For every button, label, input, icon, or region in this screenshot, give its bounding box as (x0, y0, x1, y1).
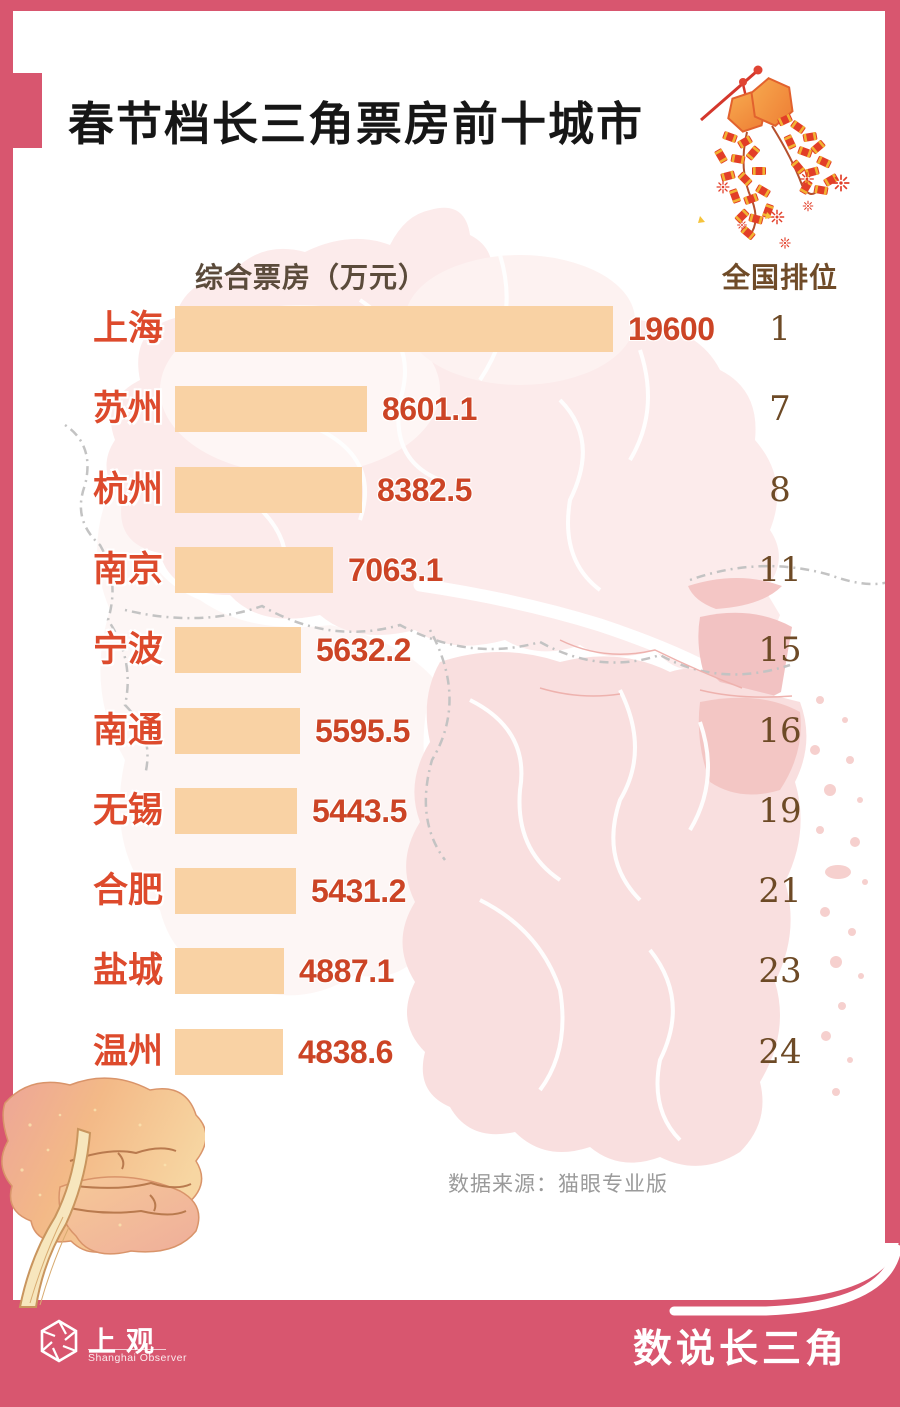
table-row: 杭州 8382.5 8 (0, 466, 900, 513)
city-label: 无锡 (92, 790, 163, 830)
map-islands (810, 696, 868, 1096)
map-hangzhou-bay (698, 697, 801, 795)
city-label: 盐城 (92, 951, 163, 991)
table-row: 宁波 5632.2 15 (0, 627, 900, 674)
page-title: 春节档长三角票房前十城市 (68, 98, 644, 150)
confetti (698, 212, 772, 223)
city-label: 南京 (92, 549, 163, 589)
rank-label: 7 (769, 389, 791, 430)
value-label: 5443.5 (312, 792, 407, 829)
value-label: 4887.1 (299, 953, 394, 990)
rank-label: 15 (758, 630, 802, 671)
table-row: 南通 5595.5 16 (0, 707, 900, 754)
city-label: 南通 (92, 710, 163, 750)
city-label: 合肥 (92, 871, 163, 911)
city-label: 宁波 (92, 630, 163, 670)
firecracker-string (771, 125, 819, 195)
value-bar (175, 627, 301, 674)
city-label: 杭州 (92, 469, 163, 509)
firecracker-hexagon (727, 77, 794, 133)
table-row: 盐城 4887.1 23 (0, 948, 900, 995)
value-label: 4838.6 (298, 1033, 393, 1070)
city-label: 上海 (92, 309, 163, 348)
tree-branches (61, 1147, 192, 1216)
value-column-header: 综合票房（万元） (195, 262, 428, 293)
firecracker-stick-tip (753, 65, 763, 75)
value-bar (175, 707, 300, 754)
table-row: 合肥 5431.2 21 (0, 868, 900, 915)
map-coastline (539, 639, 793, 698)
value-label: 5632.2 (316, 632, 411, 669)
value-label: 8601.1 (382, 391, 477, 428)
value-bar (175, 868, 296, 915)
map-province-borders (64, 423, 896, 861)
table-row: 上海 19600 1 (0, 306, 900, 352)
rank-column-header: 全国排位 (721, 262, 838, 293)
rank-label: 19 (758, 790, 802, 831)
value-label: 8382.5 (377, 471, 472, 508)
table-row: 温州 4838.6 24 (0, 1028, 900, 1075)
tree-illustration (1, 1077, 205, 1308)
value-bar (175, 1028, 283, 1075)
value-label: 5595.5 (315, 712, 410, 749)
table-row: 苏州 8601.1 7 (0, 386, 900, 433)
rank-label: 1 (769, 309, 791, 349)
rank-label: 23 (758, 951, 802, 992)
map-city-borders (469, 689, 710, 1142)
tree-speckles (20, 1108, 167, 1227)
table-row: 南京 7063.1 11 (0, 546, 900, 593)
rank-label: 8 (769, 469, 791, 510)
value-bar (175, 948, 284, 995)
table-row: 无锡 5443.5 19 (0, 787, 900, 834)
value-bar (175, 466, 362, 513)
value-label: 19600 (628, 311, 715, 347)
city-label: 温州 (92, 1031, 163, 1071)
rank-label: 16 (758, 710, 802, 751)
rank-label: 21 (758, 871, 802, 912)
value-label: 7063.1 (348, 551, 443, 588)
rank-label: 11 (758, 549, 802, 590)
value-bar (175, 546, 333, 593)
firecracker-illustration (698, 65, 851, 250)
map-chongming-island (688, 578, 782, 609)
city-label: 苏州 (92, 389, 163, 429)
value-bar (175, 306, 613, 352)
firecracker-stick (700, 70, 757, 122)
data-source-note: 数据来源：猫眼专业版 (448, 1173, 668, 1196)
rank-label: 24 (758, 1031, 802, 1072)
value-bar (175, 386, 367, 433)
value-label: 5431.2 (311, 873, 406, 910)
value-bar (175, 787, 297, 834)
